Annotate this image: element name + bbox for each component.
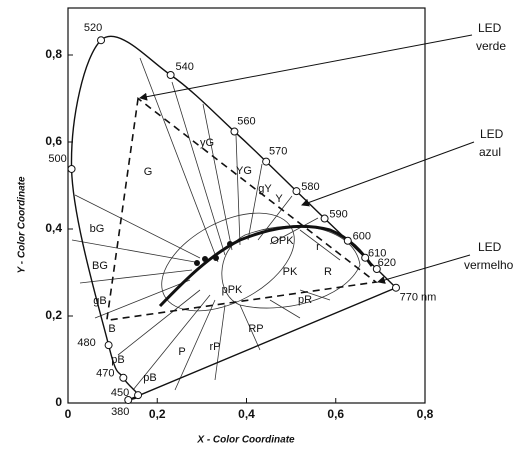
y-tick-label: 0 bbox=[55, 395, 62, 409]
plot-frame bbox=[67, 7, 426, 404]
planckian-locus bbox=[158, 224, 374, 308]
region-label: gY bbox=[258, 183, 272, 195]
annotation-line: verde bbox=[476, 39, 506, 53]
wavelength-label: 620 bbox=[378, 257, 396, 269]
wavelength-point bbox=[343, 236, 352, 245]
region-label: pB bbox=[111, 354, 124, 366]
region-label: P bbox=[178, 346, 185, 358]
annotation-line: azul bbox=[479, 145, 501, 159]
wavelength-point bbox=[97, 36, 106, 45]
region-label: B bbox=[108, 323, 115, 335]
region-label: bG bbox=[90, 223, 105, 235]
region-label: yG bbox=[200, 137, 214, 149]
region-label: r bbox=[316, 241, 320, 253]
wavelength-label: 540 bbox=[175, 61, 193, 73]
region-label: YG bbox=[236, 165, 252, 177]
wavelength-point bbox=[372, 265, 381, 274]
y-axis-label: Y - Color Coordinate bbox=[17, 176, 28, 273]
region-label: Y bbox=[275, 193, 283, 205]
annotation-line: LED bbox=[478, 240, 502, 254]
annotation-arrows bbox=[139, 34, 475, 284]
led-triangle bbox=[105, 97, 378, 322]
planckian-dots bbox=[194, 241, 233, 266]
wavelength-label: 590 bbox=[329, 208, 347, 220]
y-tick-label: 0,4 bbox=[45, 221, 62, 235]
wavelength-label: 450 bbox=[111, 387, 129, 399]
wavelength-label: 520 bbox=[84, 22, 102, 34]
x-tick-label: 0,4 bbox=[238, 407, 255, 421]
x-tick-label: 0,8 bbox=[417, 407, 434, 421]
region-label: G bbox=[144, 166, 153, 178]
wavelength-point bbox=[124, 395, 133, 404]
y-tick-label: 0,6 bbox=[45, 134, 62, 148]
region-label: gB bbox=[93, 295, 106, 307]
wavelength-point bbox=[119, 373, 128, 382]
wavelength-point bbox=[166, 71, 175, 80]
region-label: PK bbox=[283, 266, 298, 278]
y-tick-label: 0,8 bbox=[45, 47, 62, 61]
wavelength-point bbox=[134, 391, 143, 400]
wavelength-point bbox=[262, 157, 271, 166]
region-label: RP bbox=[248, 323, 263, 335]
wavelength-label: 600 bbox=[353, 231, 371, 243]
wavelength-point bbox=[391, 283, 400, 292]
x-tick-label: 0 bbox=[65, 407, 72, 421]
x-axis-label: X - Color Coordinate bbox=[196, 435, 295, 446]
wavelength-point bbox=[320, 214, 329, 223]
wavelength-label: 580 bbox=[301, 181, 319, 193]
wavelength-label: 380 bbox=[111, 406, 129, 418]
wavelength-point bbox=[292, 187, 301, 196]
region-label: pR bbox=[298, 294, 312, 306]
wavelength-label: 570 bbox=[269, 145, 287, 157]
wavelength-point bbox=[361, 253, 370, 262]
region-label: OPK bbox=[270, 235, 294, 247]
annotation-line: vermelho bbox=[464, 258, 514, 272]
region-label: pB bbox=[143, 372, 156, 384]
wavelength-label: 480 bbox=[77, 337, 95, 349]
x-tick-label: 0,6 bbox=[327, 407, 344, 421]
x-tick-label: 0,2 bbox=[149, 407, 166, 421]
wavelength-label: 610 bbox=[368, 248, 386, 260]
annotation-line: LED bbox=[480, 127, 504, 141]
annotation-line: LED bbox=[478, 21, 502, 35]
wavelength-point bbox=[104, 341, 113, 350]
wavelength-label: 560 bbox=[237, 115, 255, 127]
wavelength-label: 770 nm bbox=[400, 292, 437, 304]
region-label: BG bbox=[92, 260, 108, 272]
region-label: rP bbox=[210, 341, 221, 353]
wavelength-label: 500 bbox=[48, 153, 66, 165]
wavelength-label: 470 bbox=[96, 368, 114, 380]
wavelength-point bbox=[67, 164, 76, 173]
y-tick-label: 0,2 bbox=[45, 308, 62, 322]
region-label: R bbox=[324, 266, 332, 278]
spectral-locus bbox=[70, 35, 398, 401]
region-label: pPK bbox=[222, 284, 243, 296]
wavelength-point bbox=[230, 127, 239, 136]
